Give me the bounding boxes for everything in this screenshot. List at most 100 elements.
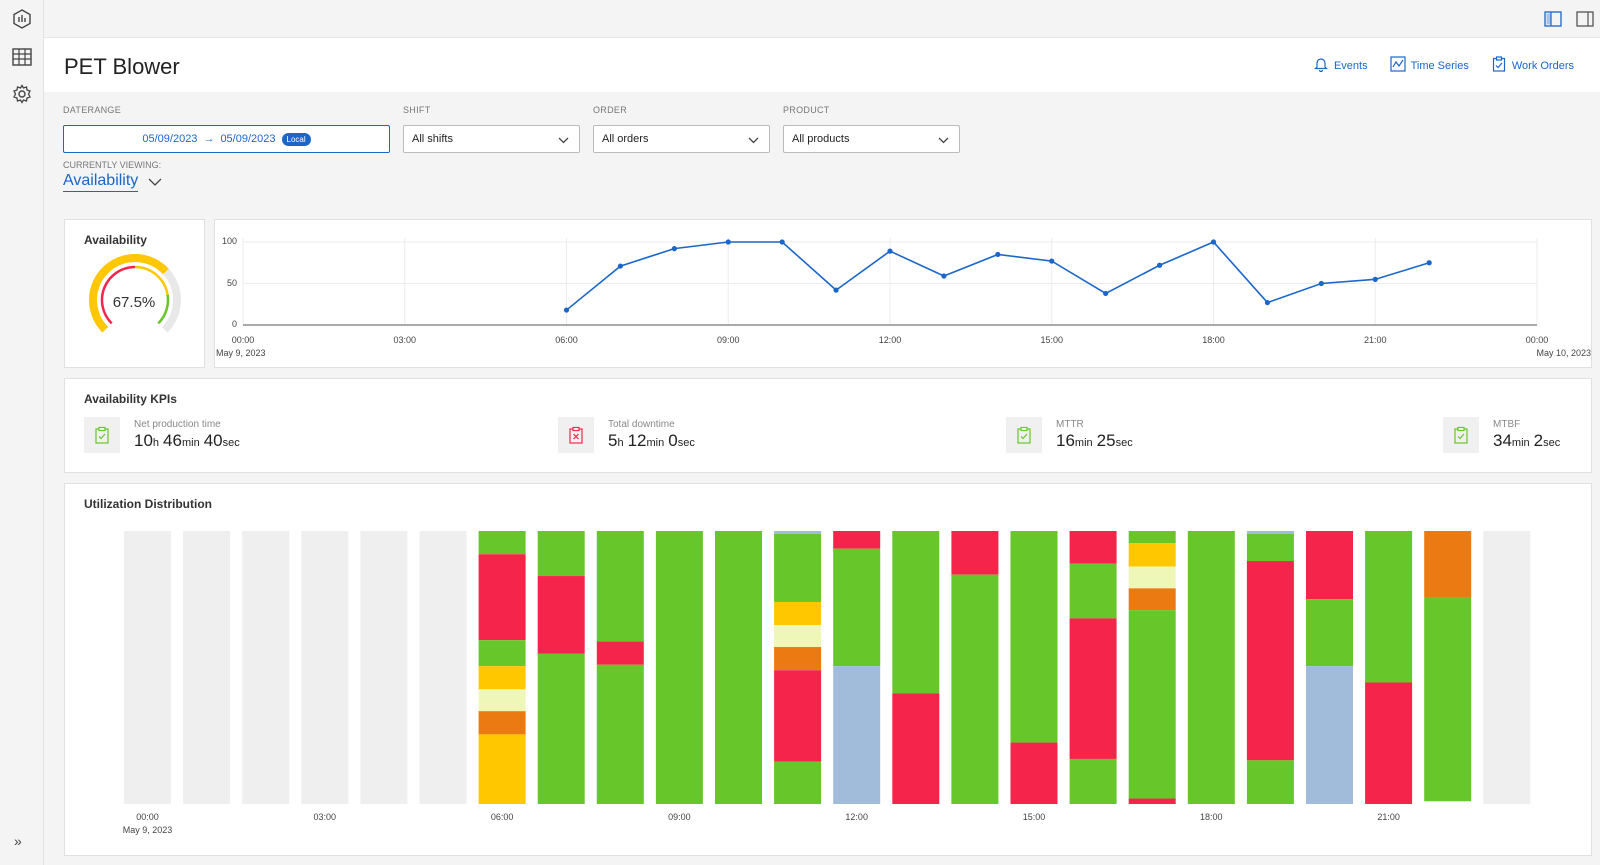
bar-empty-hour-04 [360, 531, 408, 804]
chevron-down-icon [558, 135, 569, 147]
bar-segment-blue_grey [774, 531, 822, 534]
daterange-picker[interactable]: 05/09/2023 → 05/09/2023 Local [63, 125, 390, 153]
bar-segment-red [951, 531, 999, 575]
product-value: All products [792, 133, 850, 145]
bar-segment-green [1128, 610, 1176, 799]
order-select[interactable]: All orders [593, 125, 770, 153]
bar-segment-orange [1424, 531, 1472, 598]
viewing-selector[interactable]: Availability [63, 172, 162, 192]
bar-segment-green [478, 531, 526, 555]
bar-segment-blue_grey [833, 666, 881, 804]
bar-empty-hour-03 [301, 531, 349, 804]
utilization-bar-chart [124, 531, 1531, 804]
order-label: ORDER [593, 105, 628, 115]
panel-right-icon[interactable] [1576, 11, 1594, 27]
data-point [1049, 258, 1055, 264]
bar-segment-green [1246, 760, 1294, 804]
kpi-unit: sec [677, 437, 695, 449]
kpi-mttr: MTTR 16min 25sec [1006, 417, 1137, 453]
y-tick-label: 50 [226, 277, 237, 288]
bar-segment-yellow [774, 601, 822, 626]
kpi-label: Total downtime [608, 419, 675, 430]
data-point [779, 239, 785, 245]
bar-segment-green [596, 664, 644, 804]
x-tick-label: 18:00 [1200, 812, 1223, 822]
x-tick-label: 03:00 [313, 812, 337, 822]
time-series-link[interactable]: Time Series [1389, 56, 1469, 75]
x-start-date-label: May 9, 2023 [122, 825, 173, 835]
kpi-total-downtime: Total downtime 5h 12min 0sec [558, 417, 699, 453]
kpi-card-title: Availability KPIs [84, 392, 177, 406]
kpi-label: MTBF [1493, 419, 1521, 430]
data-point [1372, 276, 1378, 282]
filter-bar: DATERANGE 05/09/2023 → 05/09/2023 Local … [44, 92, 1600, 202]
x-tick-label: 00:00 [136, 812, 159, 822]
events-link[interactable]: Events [1313, 56, 1368, 75]
top-bar [44, 0, 1600, 38]
bar-segment-green [1246, 533, 1294, 562]
kpi-seconds: 2 [1533, 431, 1544, 450]
kpi-label: Net production time [134, 419, 221, 430]
data-point [887, 248, 893, 254]
availability-card-title: Availability [84, 233, 147, 247]
date-to: 05/09/2023 [220, 133, 276, 145]
x-tick-label: 12:00 [845, 812, 868, 822]
kpi-seconds: 25 [1096, 431, 1116, 450]
table-grid-icon[interactable] [11, 46, 33, 68]
data-point [1156, 262, 1163, 268]
bar-empty-hour-02 [242, 531, 290, 804]
kpi-value: 10h 46min 40sec [134, 431, 244, 451]
chart-line-icon [1389, 56, 1406, 75]
x-tick-label: 18:00 [1202, 335, 1225, 345]
bar-segment-green [715, 531, 762, 804]
availability-card: Availability 67.5% [64, 219, 205, 368]
shift-select[interactable]: All shifts [403, 125, 580, 153]
product-select[interactable]: All products [783, 125, 960, 153]
kpi-unit: min [646, 437, 665, 449]
work-orders-link[interactable]: Work Orders [1491, 56, 1574, 75]
bar-segment-green [1306, 599, 1353, 667]
x-tick-label: 15:00 [1040, 335, 1064, 345]
bar-segment-orange [1128, 588, 1176, 611]
gauge-threshold-green [157, 294, 170, 325]
kpi-hours: 10 [134, 431, 153, 450]
kpi-minutes: 16 [1056, 431, 1075, 450]
bar-segment-yellow [478, 734, 526, 804]
bar-segment-green [1010, 531, 1058, 743]
viewing-value: Availability [63, 172, 139, 192]
bar-segment-green [537, 653, 585, 804]
utilization-card: Utilization Distribution 00:00 03:00 06:00… [64, 483, 1592, 856]
kpi-minutes: 12 [627, 431, 647, 450]
currently-viewing-label: CURRENTLY VIEWING: [63, 160, 162, 170]
data-point [1103, 290, 1109, 297]
kpi-value: 5h 12min 0sec [608, 431, 699, 451]
panel-left-icon[interactable] [1544, 11, 1562, 27]
kpi-mtbf: MTBF 34min 2sec [1443, 417, 1564, 453]
work-orders-link-label: Work Orders [1511, 59, 1574, 72]
data-point [1318, 280, 1324, 287]
bar-segment-green [537, 531, 585, 577]
data-point [1210, 239, 1217, 245]
bar-segment-red [1306, 531, 1353, 600]
arrow-right-icon: → [203, 133, 215, 145]
availability-gauge [89, 254, 181, 333]
bar-empty-hour-00 [124, 531, 171, 804]
analytics-hex-icon[interactable] [11, 8, 33, 30]
bar-empty-hour-05 [419, 531, 467, 804]
bar-segment-blue_grey [1246, 531, 1294, 534]
settings-gear-icon[interactable] [11, 83, 33, 105]
bar-segment-green [774, 761, 822, 804]
bar-segment-red [1069, 618, 1117, 759]
clipboard-check-icon [84, 417, 120, 453]
kpi-hours: 5 [608, 431, 618, 450]
bar-segment-green [1424, 597, 1472, 802]
bar-segment-green [951, 574, 999, 804]
data-point [833, 287, 839, 293]
availability-value: 67.5% [112, 294, 156, 311]
bar-segment-red [537, 576, 585, 654]
bar-segment-red [478, 554, 526, 641]
data-point [941, 273, 947, 279]
gauge-threshold-red [100, 265, 136, 325]
kpi-minutes: 34 [1493, 431, 1512, 450]
expand-rail-button[interactable]: » [14, 833, 22, 849]
